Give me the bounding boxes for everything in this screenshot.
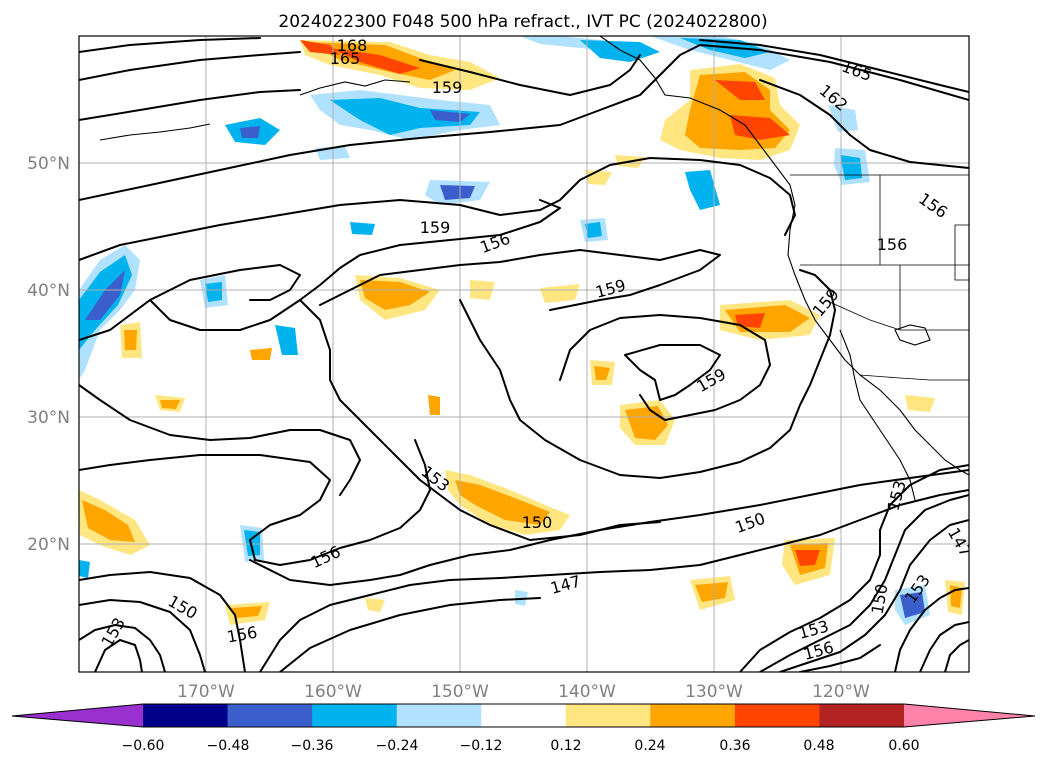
ivt-shading — [79, 36, 965, 625]
map-title: 2024022300 F048 500 hPa refract., IVT PC… — [278, 12, 767, 32]
contour-label: 165 — [330, 49, 361, 68]
colorbar-max-extension — [904, 704, 1035, 727]
colorbar-min-extension — [12, 704, 143, 727]
colorbar-segment — [565, 704, 651, 727]
coastlines — [99, 36, 969, 501]
colorbar-segment — [734, 704, 820, 727]
lon-label: 150°W — [431, 682, 489, 702]
colorbar-tick-label: −0.48 — [207, 738, 250, 754]
colorbar-segment — [143, 704, 229, 727]
colorbar-segment — [227, 704, 313, 727]
colorbar-segment — [396, 704, 482, 727]
lon-label: 140°W — [558, 682, 616, 702]
lat-label: 20°N — [27, 535, 70, 555]
latitude-labels: 50°N 40°N 30°N 20°N — [27, 154, 70, 555]
colorbar-tick-label: −0.60 — [122, 738, 165, 754]
colorbar-segment — [312, 704, 398, 727]
map-area: 168 165 159 165 162 159 156 156 159 156 … — [79, 36, 969, 672]
grid — [79, 36, 969, 672]
colorbar-tick-label: 0.12 — [550, 738, 581, 754]
colorbar-tick-label: −0.36 — [291, 738, 334, 754]
contour-label: 159 — [432, 78, 463, 97]
map-frame — [78, 35, 970, 673]
colorbar-tick-labels: −0.60 −0.48 −0.36 −0.24 −0.12 0.12 0.24 … — [122, 738, 920, 754]
colorbar-tick-label: 0.24 — [634, 738, 665, 754]
colorbar-tick-label: −0.12 — [460, 738, 503, 754]
lat-label: 50°N — [27, 154, 70, 174]
contour-label: 168 — [337, 36, 368, 55]
colorbar-tick-label: 0.48 — [803, 738, 834, 754]
colorbar-tick-label: 0.36 — [719, 738, 750, 754]
colorbar-tick-label: −0.24 — [376, 738, 419, 754]
lon-label: 130°W — [685, 682, 743, 702]
longitude-labels: 170°W 160°W 150°W 140°W 130°W 120°W — [177, 682, 870, 702]
lon-label: 170°W — [177, 682, 235, 702]
contour-label: 159 — [420, 218, 451, 237]
lon-label: 160°W — [304, 682, 362, 702]
lon-label: 120°W — [812, 682, 870, 702]
colorbar-segment — [650, 704, 736, 727]
contour-label: 156 — [877, 235, 908, 254]
contour-label: 150 — [522, 513, 553, 532]
colorbar-segment — [481, 704, 567, 727]
height-contours — [79, 37, 969, 672]
lat-label: 30°N — [27, 408, 70, 428]
colorbar-segments — [143, 704, 905, 727]
colorbar-segment — [819, 704, 905, 727]
lat-label: 40°N — [27, 281, 70, 301]
colorbar: −0.60 −0.48 −0.36 −0.24 −0.12 0.12 0.24 … — [11, 703, 1036, 754]
colorbar-tick-label: 0.60 — [888, 738, 919, 754]
